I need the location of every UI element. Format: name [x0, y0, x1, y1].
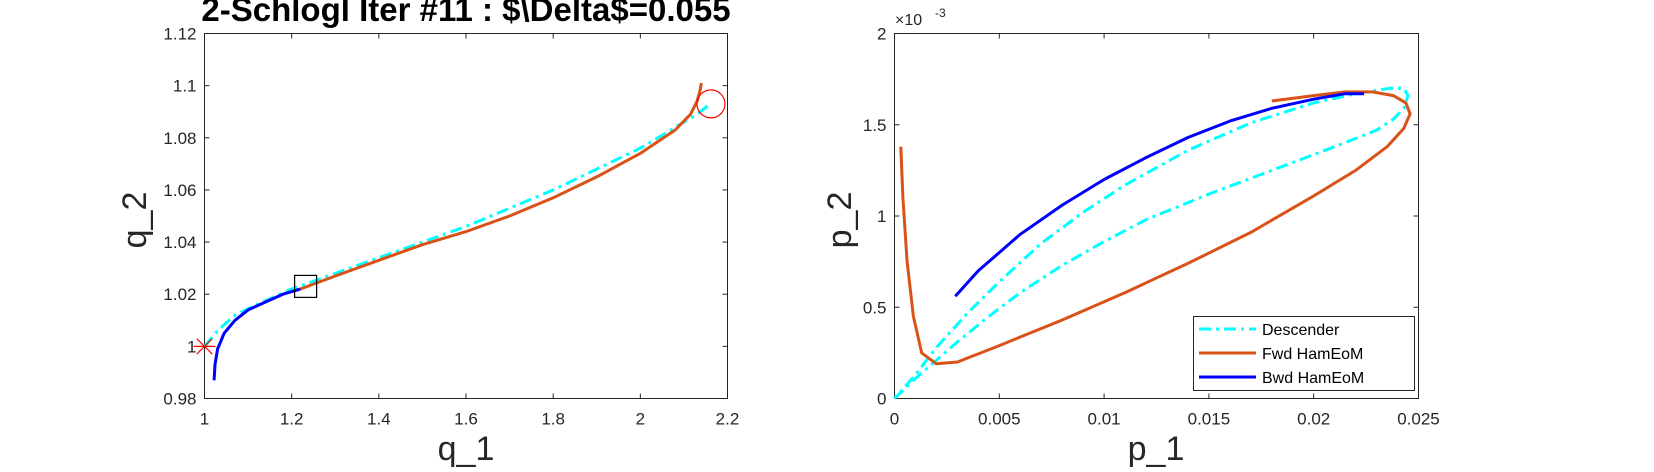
- right-x-tick-label: 0: [890, 410, 899, 429]
- right-y-tick-label: 1: [877, 207, 886, 226]
- right-axes: 0 0.005 0.01 0.015 0.02 0.025 0 0.5 1 1.5 2 p_2 p_…: [821, 6, 1440, 468]
- right-y-tick-label: 1.5: [863, 116, 887, 135]
- left-series-lines: [203, 82, 712, 381]
- junction-square-marker: [294, 274, 318, 298]
- legend-label-fwd: Fwd HamEoM: [1262, 346, 1363, 363]
- right-y-tick-label: 0: [877, 390, 886, 409]
- left-y-tick-label: 1: [187, 337, 196, 356]
- right-y-exponent: ×10 -3: [895, 6, 946, 29]
- left-x-tick-label: 1.4: [367, 410, 391, 429]
- right-y-tick-label: 2: [877, 25, 886, 44]
- left-x-tick-label: 1.6: [454, 410, 478, 429]
- right-series-lines: [893, 86, 1412, 400]
- left-y-tick-label: 1.06: [163, 181, 196, 200]
- right-x-axis-label: p_1: [1128, 430, 1185, 468]
- right-series-bwd-hameom: [954, 92, 1364, 298]
- left-x-axis-label: q_1: [438, 430, 495, 468]
- legend: Descender Fwd HamEoM Bwd HamEoM: [1193, 316, 1415, 391]
- end-circle-marker: [696, 89, 726, 119]
- right-x-tick-label: 0.01: [1088, 410, 1121, 429]
- right-x-tick-label: 0.015: [1188, 410, 1231, 429]
- right-series-descender: [893, 86, 1410, 400]
- left-y-tick-label: 0.98: [163, 390, 196, 409]
- right-y-tick-label: 0.5: [863, 298, 887, 317]
- right-x-tick-label: 0.005: [978, 410, 1021, 429]
- left-axes: 1 1.2 1.4 1.6 1.8 2 2.20.9811.021.041.061.081.…: [116, 0, 739, 468]
- left-y-tick-label: 1.04: [163, 233, 196, 252]
- left-x-tick-label: 2.2: [716, 410, 740, 429]
- left-x-tick-label: 1.8: [541, 410, 565, 429]
- left-ticks: 1 1.2 1.4 1.6 1.8 2 2.20.9811.021.041.061.081.…: [163, 25, 739, 429]
- right-series-fwd-hameom: [899, 90, 1412, 366]
- left-x-tick-label: 1.2: [280, 410, 304, 429]
- left-x-tick-label: 1: [200, 410, 209, 429]
- start-asterisk-marker: [193, 338, 216, 355]
- left-y-tick-label: 1.12: [163, 25, 196, 44]
- legend-label-bwd: Bwd HamEoM: [1262, 370, 1364, 387]
- left-plot-area: [204, 33, 728, 399]
- left-x-tick-label: 2: [636, 410, 645, 429]
- right-ticks: 0 0.005 0.01 0.015 0.02 0.025 0 0.5 1 1.5 2: [863, 25, 1440, 429]
- left-y-tick-label: 1.1: [173, 77, 197, 96]
- y-exponent-power: -3: [935, 6, 946, 20]
- left-y-axis-label: q_2: [116, 192, 154, 249]
- left-chart-title: 2-Schlogl Iter #11 : $\Delta$=0.055: [201, 0, 730, 28]
- right-y-axis-label: p_2: [821, 192, 859, 249]
- right-x-tick-label: 0.02: [1297, 410, 1330, 429]
- left-markers: [193, 89, 726, 355]
- left-series-fwd-hameom: [299, 82, 703, 291]
- left-y-tick-label: 1.02: [163, 285, 196, 304]
- left-series-bwd-hameom: [212, 287, 301, 381]
- right-x-tick-label: 0.025: [1397, 410, 1440, 429]
- y-exponent-base: ×10: [895, 12, 922, 29]
- left-y-tick-label: 1.08: [163, 129, 196, 148]
- legend-label-descender: Descender: [1262, 322, 1340, 339]
